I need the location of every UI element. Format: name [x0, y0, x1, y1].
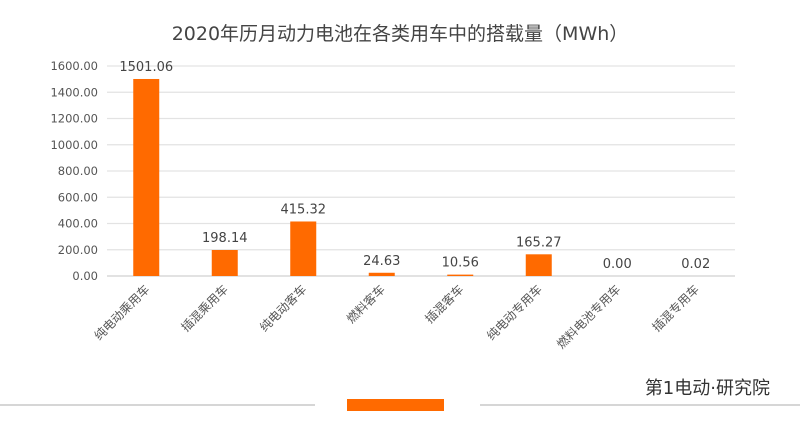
bar	[133, 78, 160, 277]
category-label: 纯电动客车	[256, 282, 309, 335]
category-label: 插混客车	[422, 282, 467, 327]
data-label: 24.63	[363, 254, 400, 269]
data-label: 0.00	[603, 257, 632, 272]
category-label: 纯电动乘用车	[91, 282, 153, 344]
y-tick-label: 1400.00	[50, 85, 98, 99]
category-label: 纯电动专用车	[483, 282, 545, 344]
data-label: 0.02	[681, 257, 710, 272]
y-tick-label: 400.00	[58, 217, 98, 231]
category-label: 燃料电池专用车	[553, 282, 623, 352]
bar	[211, 249, 238, 276]
y-tick-label: 1600.00	[50, 59, 98, 73]
category-label: 插混乘用车	[178, 282, 231, 335]
y-tick-label: 200.00	[58, 243, 98, 257]
y-tick-label: 600.00	[58, 190, 98, 204]
y-tick-label: 1200.00	[50, 112, 98, 126]
y-tick-label: 1000.00	[50, 138, 98, 152]
brand-logo: 第1电动·研究院	[644, 378, 770, 399]
y-tick-label: 800.00	[58, 164, 98, 178]
category-labels: 纯电动乘用车 插混乘用车 纯电动客车 燃料客车 插混客车 纯电动专用车 燃料电池专用车 插混专…	[91, 282, 702, 352]
category-label: 燃料客车	[343, 282, 388, 327]
bar	[447, 274, 474, 276]
bar	[290, 221, 317, 276]
data-label: 415.32	[281, 202, 327, 217]
chart-title: 2020年历月动力电池在各类用车中的搭载量（MWh）	[172, 23, 629, 45]
category-label: 插混专用车	[649, 282, 702, 335]
bars	[133, 78, 709, 277]
bar	[525, 254, 552, 276]
grid	[107, 65, 735, 277]
footer-accent-bar	[347, 399, 444, 411]
y-axis-ticks: 0.00 200.00 400.00 600.00 800.00 1000.00 1200.…	[50, 59, 98, 283]
data-label: 165.27	[516, 235, 562, 250]
data-label: 198.14	[202, 231, 248, 246]
bar	[368, 272, 395, 276]
data-label: 10.56	[442, 256, 479, 271]
data-label: 1501.06	[119, 60, 173, 75]
y-tick-label: 0.00	[72, 269, 98, 283]
data-labels: 1501.06 198.14 415.32 24.63 10.56 165.27 0.00 0…	[119, 60, 710, 272]
